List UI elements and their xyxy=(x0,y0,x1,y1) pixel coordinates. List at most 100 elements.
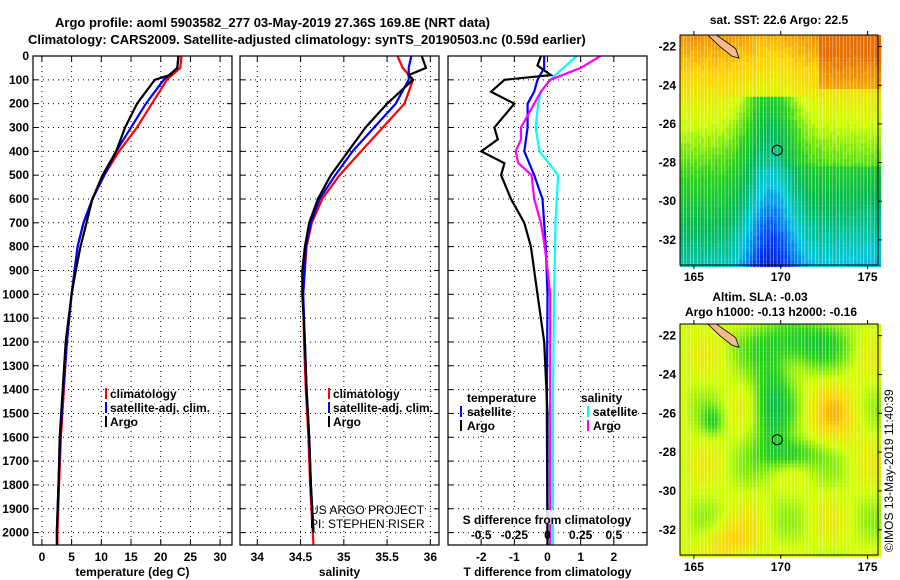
depth-tick-label: 1100 xyxy=(3,311,29,325)
s-tick-label: -0.5 xyxy=(471,528,492,542)
x-axis-label: temperature (deg C) xyxy=(75,565,189,579)
lat-tick-label: -30 xyxy=(659,484,677,498)
plot-frame xyxy=(239,55,440,546)
s-tick-label: 0 xyxy=(544,528,551,542)
legend-label: climatology xyxy=(110,387,177,401)
lat-tick-label: -32 xyxy=(659,233,677,247)
legend-swatch xyxy=(105,388,107,399)
series-line-t-satellite xyxy=(523,56,549,545)
legend-title-salinity: salinity xyxy=(581,391,623,405)
lat-tick-label: -30 xyxy=(659,194,677,208)
lon-tick-label: 175 xyxy=(858,560,878,574)
legend-swatch xyxy=(328,388,330,399)
x-tick-label: -2 xyxy=(476,550,487,564)
lon-tick-label: 170 xyxy=(771,270,791,284)
depth-tick-label: 1300 xyxy=(2,359,29,373)
x-tick-label: 5 xyxy=(68,550,75,564)
plot-frame xyxy=(447,55,648,546)
depth-tick-label: 2000 xyxy=(2,526,29,540)
title-line-1: Argo profile: aoml 5903582_277 03-May-20… xyxy=(55,15,490,30)
credit-text: ©IMOS 13-May-2019 11:40:39 xyxy=(882,389,896,552)
depth-tick-label: 800 xyxy=(9,240,29,254)
title-line-2: Climatology: CARS2009. Satellite-adjuste… xyxy=(28,32,586,47)
panel-temperature: 0 5 10 15 20 25 30 temperature (deg C) climatolo… xyxy=(32,55,233,579)
x-tick-label: 34.5 xyxy=(289,550,313,564)
lat-tick-label: -22 xyxy=(659,329,677,343)
legend-swatch xyxy=(460,420,462,431)
x-tick-label: 36 xyxy=(424,550,438,564)
x-tick-label: 0 xyxy=(39,550,46,564)
depth-tick-label: 1900 xyxy=(2,502,29,516)
series-line-argo xyxy=(301,55,428,533)
lat-tick-label: -24 xyxy=(659,367,677,381)
depth-tick-label: 1600 xyxy=(2,430,29,444)
legend-label: satellite-adj. clim. xyxy=(333,401,433,415)
lat-tick-label: -32 xyxy=(659,523,677,537)
legend-label: climatology xyxy=(333,387,400,401)
x-axis-label: T difference from climatology xyxy=(463,565,631,579)
map-frame xyxy=(679,34,879,266)
legend-swatch xyxy=(105,416,107,427)
x-tick-label: 2 xyxy=(610,550,617,564)
depth-tick-label: 400 xyxy=(9,144,29,158)
plot-frame xyxy=(32,55,233,546)
lon-tick-label: 170 xyxy=(771,560,791,574)
lat-tick-label: -26 xyxy=(659,117,677,131)
x-tick-label: 1 xyxy=(577,550,584,564)
panel-salinity: 34 34.5 35 35.5 36 salinity climatologysatelli… xyxy=(239,55,440,579)
x-tick-label: -1 xyxy=(509,550,520,564)
legend-swatch xyxy=(328,402,330,413)
legend-label: satellite-adj. clim. xyxy=(110,401,210,415)
legend-label: Argo xyxy=(467,419,495,433)
depth-tick-label: 900 xyxy=(9,263,29,277)
series-line-climatology xyxy=(302,55,415,545)
lat-tick-label: -22 xyxy=(659,40,677,54)
x-tick-label: 35 xyxy=(337,550,351,564)
depth-tick-label: 500 xyxy=(9,168,29,182)
x-tick-label: 35.5 xyxy=(375,550,399,564)
depth-tick-label: 600 xyxy=(9,192,29,206)
s-axis-label: S difference from climatology xyxy=(463,513,632,527)
lat-tick-label: -28 xyxy=(659,156,677,170)
lat-tick-label: -28 xyxy=(659,445,677,459)
legend-label: Argo xyxy=(333,415,361,429)
lon-tick-label: 165 xyxy=(684,270,704,284)
legend-swatch xyxy=(105,402,107,413)
map-title: sat. SST: 22.6 Argo: 22.5 xyxy=(710,13,849,27)
legend-label: satellite xyxy=(467,405,512,419)
depth-tick-label: 1800 xyxy=(2,478,29,492)
map-subtitle: Argo h1000: -0.13 h2000: -0.16 xyxy=(685,305,857,319)
map-sst: -22 -24 -26 -28 -30 -32 165 170 175 sat. SST: 22.… xyxy=(659,13,882,284)
depth-tick-label: 700 xyxy=(9,216,29,230)
legend-swatch xyxy=(587,406,589,417)
s-tick-label: 0.25 xyxy=(569,528,593,542)
series-line-t-argo xyxy=(479,55,554,545)
lat-tick-label: -24 xyxy=(659,78,677,92)
series-line-argo xyxy=(55,55,180,545)
depth-tick-label: 1700 xyxy=(2,454,29,468)
depth-tick-label: 1400 xyxy=(2,383,29,397)
legend-swatch xyxy=(587,420,589,431)
lon-tick-label: 175 xyxy=(858,270,878,284)
map-title: Altim. SLA: -0.03 xyxy=(712,290,808,304)
depth-tick-label: 300 xyxy=(9,120,29,134)
depth-tick-label: 200 xyxy=(9,97,29,111)
x-tick-label: 0 xyxy=(544,550,551,564)
x-tick-label: 20 xyxy=(154,550,168,564)
legend-swatch xyxy=(460,406,462,417)
project-annotation: PI: STEPHEN RISER xyxy=(310,517,425,531)
legend-label: Argo xyxy=(593,419,621,433)
x-tick-label: 10 xyxy=(95,550,109,564)
legend-label: satellite xyxy=(593,405,638,419)
profile-location-marker xyxy=(771,144,783,156)
s-tick-label: -0.25 xyxy=(501,528,529,542)
depth-tick-label: 1000 xyxy=(2,287,29,301)
depth-tick-label: 0 xyxy=(22,49,29,63)
x-tick-label: 25 xyxy=(184,550,198,564)
project-annotation: US ARGO PROJECT xyxy=(310,503,425,517)
profile-location-marker xyxy=(771,434,783,446)
s-tick-label: 0.5 xyxy=(605,528,622,542)
lon-tick-label: 165 xyxy=(684,560,704,574)
legend-label: Argo xyxy=(110,415,138,429)
